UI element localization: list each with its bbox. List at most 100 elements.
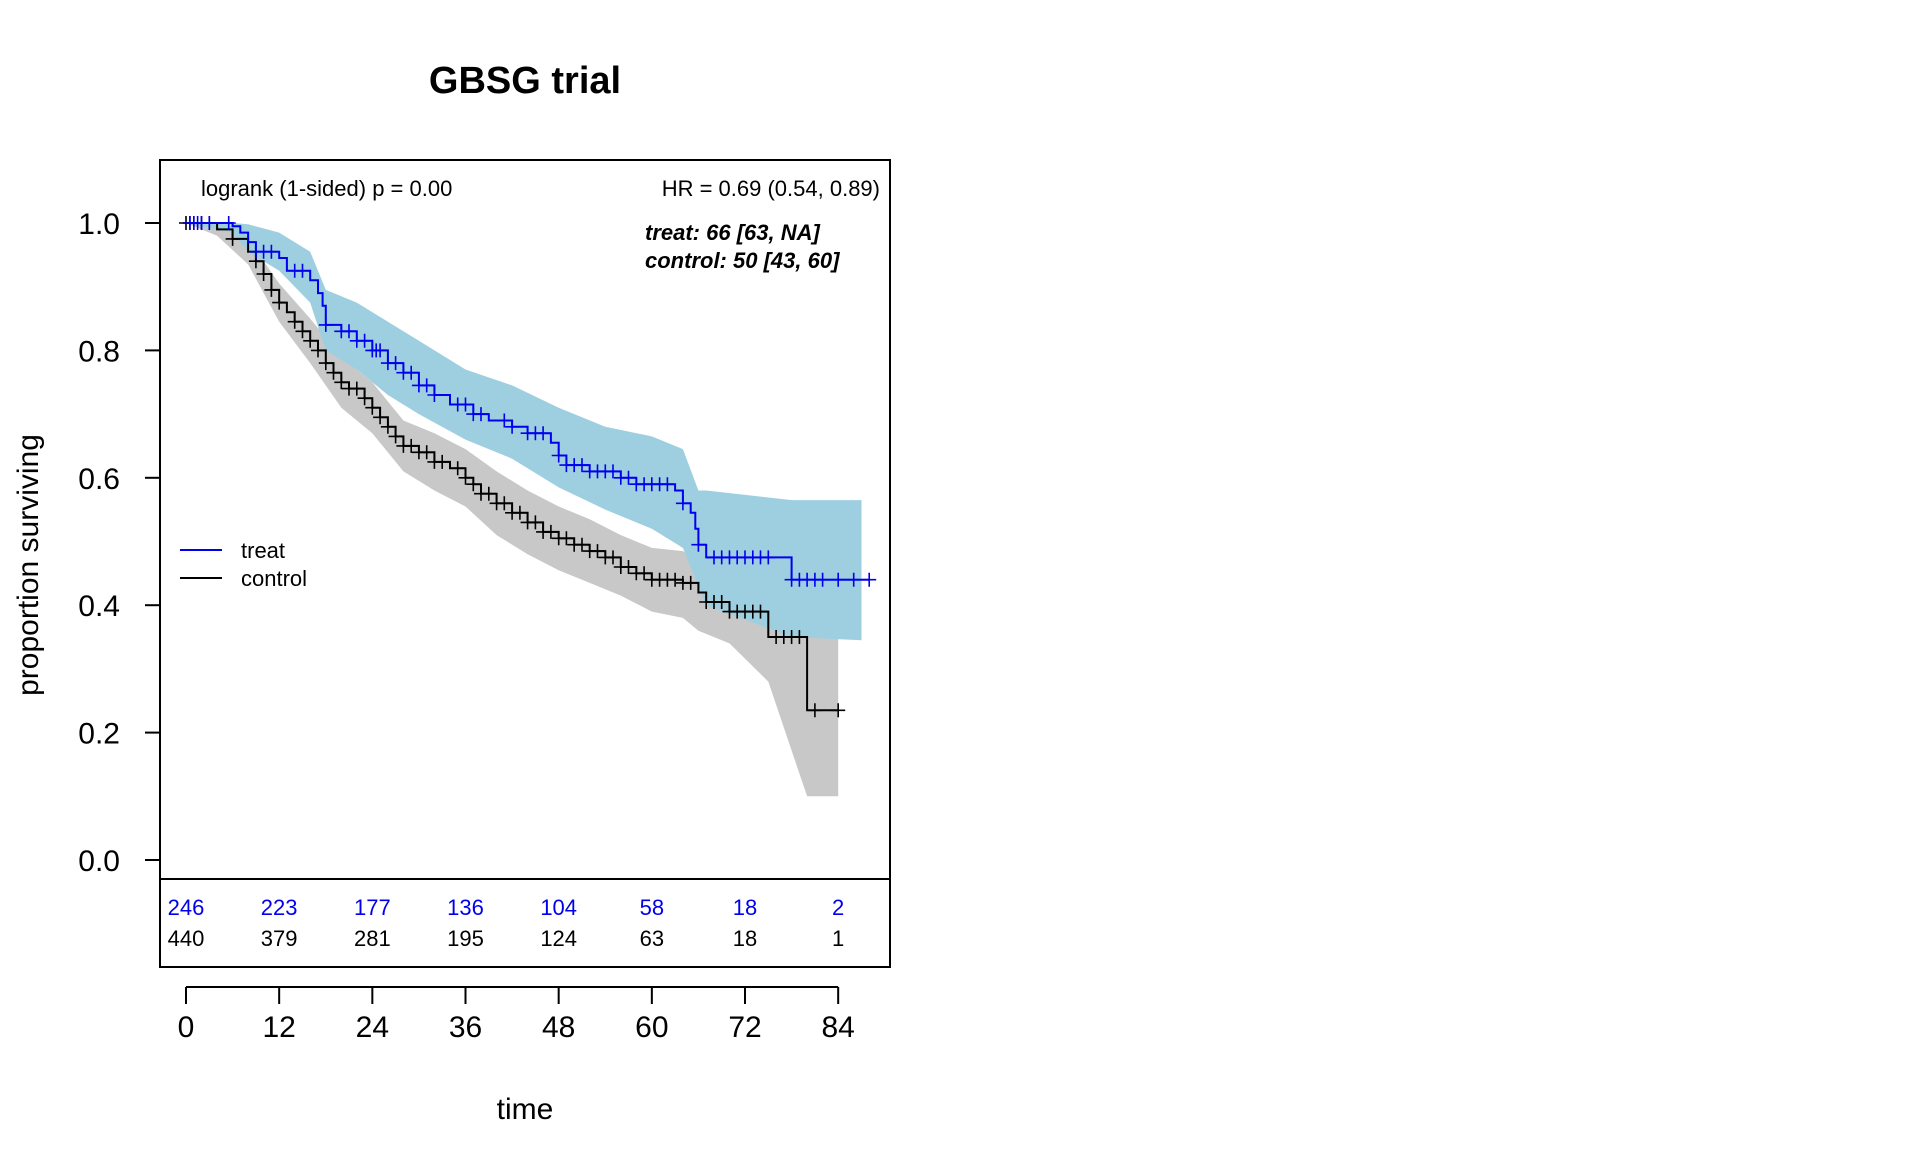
logrank-annotation: logrank (1-sided) p = 0.00 bbox=[201, 176, 452, 201]
treat-censor-mark bbox=[221, 216, 236, 230]
legend-control-label: control bbox=[241, 566, 307, 591]
treat-censor-mark bbox=[264, 244, 279, 259]
control-at-risk-count: 379 bbox=[261, 926, 298, 951]
control-censor-mark bbox=[481, 486, 496, 501]
control-censor-mark bbox=[272, 295, 287, 310]
control-at-risk-count: 63 bbox=[640, 926, 664, 951]
x-tick-label: 60 bbox=[635, 1011, 668, 1044]
treat-at-risk-count: 2 bbox=[832, 895, 844, 920]
control-at-risk-count: 281 bbox=[354, 926, 391, 951]
treat-at-risk-count: 104 bbox=[540, 895, 577, 920]
treat-censor-mark bbox=[606, 464, 620, 479]
treat-censor-mark bbox=[691, 537, 706, 552]
control-median-annotation: control: 50 [43, 60] bbox=[645, 248, 840, 273]
treat-censor-mark bbox=[388, 356, 403, 371]
control-censor-mark bbox=[388, 429, 403, 444]
control-censor-mark bbox=[311, 343, 325, 358]
plot-frame bbox=[159, 159, 891, 968]
treat-at-risk-count: 58 bbox=[640, 895, 664, 920]
treat-at-risk-count: 223 bbox=[261, 895, 298, 920]
x-axis: 0 12 24 36 48 60 72 84 bbox=[178, 986, 855, 1044]
risk-table: 246 223 177 136 104 58 18 2 440 379 281 195 124 63 18 1 bbox=[168, 895, 845, 951]
treat-censor-mark bbox=[373, 343, 388, 358]
treat-median-annotation: treat: 66 [63, NA] bbox=[645, 220, 821, 245]
control-censor-mark bbox=[349, 381, 364, 396]
treat-censor-mark bbox=[575, 458, 589, 473]
legend-treat-label: treat bbox=[241, 538, 285, 563]
treat-censor-mark bbox=[458, 397, 473, 412]
treat-censor-mark bbox=[660, 477, 675, 492]
treat-censor-mark bbox=[427, 388, 442, 402]
treat-censor-mark bbox=[497, 413, 512, 428]
control-censor-mark bbox=[753, 604, 768, 619]
treat-censor-mark bbox=[862, 572, 877, 587]
control-censor-mark bbox=[373, 410, 388, 425]
control-censor-mark bbox=[590, 544, 605, 559]
x-tick-label: 84 bbox=[821, 1011, 854, 1044]
treat-at-risk-count: 177 bbox=[354, 895, 391, 920]
treat-censor-mark bbox=[419, 378, 434, 393]
y-tick-label: 0.4 bbox=[78, 590, 120, 623]
treat-censor-mark bbox=[675, 496, 690, 511]
treat-censor-mark bbox=[295, 263, 310, 278]
control-at-risk-count: 440 bbox=[168, 926, 205, 951]
control-censor-mark bbox=[497, 496, 512, 511]
treat-censor-mark bbox=[404, 365, 419, 380]
censor-marks bbox=[179, 216, 877, 718]
x-tick-label: 72 bbox=[728, 1011, 761, 1044]
x-tick-label: 12 bbox=[262, 1011, 295, 1044]
control-censor-mark bbox=[303, 333, 318, 348]
control-censor-mark bbox=[512, 505, 527, 520]
control-at-risk-count: 18 bbox=[733, 926, 757, 951]
control-censor-mark bbox=[807, 703, 822, 718]
treat-censor-mark bbox=[536, 426, 551, 441]
control-censor-mark bbox=[256, 267, 271, 281]
control-censor-mark bbox=[450, 461, 465, 476]
x-tick-label: 48 bbox=[542, 1011, 575, 1044]
control-censor-mark bbox=[458, 470, 473, 485]
control-at-risk-count: 195 bbox=[447, 926, 484, 951]
y-tick-label: 0.0 bbox=[78, 845, 120, 878]
control-censor-mark bbox=[543, 524, 558, 539]
treat-censor-mark bbox=[815, 572, 830, 587]
control-censor-mark bbox=[435, 454, 450, 469]
x-tick-label: 36 bbox=[449, 1011, 482, 1044]
control-censor-mark bbox=[466, 477, 481, 492]
control-censor-mark bbox=[419, 445, 434, 460]
y-axis-label: proportion surviving bbox=[12, 434, 45, 696]
y-tick-label: 0.6 bbox=[78, 463, 120, 496]
control-censor-mark bbox=[637, 566, 652, 581]
y-tick-label: 1.0 bbox=[78, 208, 120, 241]
control-censor-mark bbox=[264, 282, 279, 297]
treat-censor-mark bbox=[505, 419, 520, 434]
control-censor-mark bbox=[295, 324, 310, 339]
control-censor-mark bbox=[606, 550, 620, 565]
treat-survival-curve bbox=[186, 222, 870, 581]
control-censor-mark bbox=[831, 703, 846, 718]
treat-confidence-band bbox=[186, 223, 862, 641]
y-tick-label: 0.2 bbox=[78, 718, 120, 751]
control-censor-mark bbox=[559, 531, 574, 546]
x-tick-label: 0 bbox=[178, 1011, 195, 1044]
treat-censor-mark bbox=[318, 317, 333, 332]
control-censor-mark bbox=[287, 314, 302, 329]
control-censor-mark bbox=[668, 572, 683, 587]
x-axis-label: time bbox=[497, 1093, 554, 1126]
control-censor-mark bbox=[365, 400, 380, 415]
treat-censor-mark bbox=[357, 333, 372, 348]
treat-censor-mark bbox=[846, 572, 861, 587]
treat-censor-mark bbox=[342, 324, 356, 339]
control-at-risk-count: 1 bbox=[832, 926, 844, 951]
control-censor-mark bbox=[357, 391, 372, 406]
control-censor-mark bbox=[326, 365, 341, 380]
control-at-risk-count: 124 bbox=[540, 926, 577, 951]
control-censor-mark bbox=[575, 537, 589, 552]
treat-censor-mark bbox=[761, 550, 776, 565]
treat-censor-mark bbox=[474, 407, 488, 422]
chart-title: GBSG trial bbox=[429, 60, 621, 102]
y-axis: 0.0 0.2 0.4 0.6 0.8 1.0 bbox=[78, 208, 160, 878]
legend: treat control bbox=[180, 538, 307, 591]
treat-at-risk-count: 246 bbox=[168, 895, 205, 920]
control-censor-mark bbox=[528, 515, 543, 530]
treat-censor-mark bbox=[621, 470, 636, 485]
